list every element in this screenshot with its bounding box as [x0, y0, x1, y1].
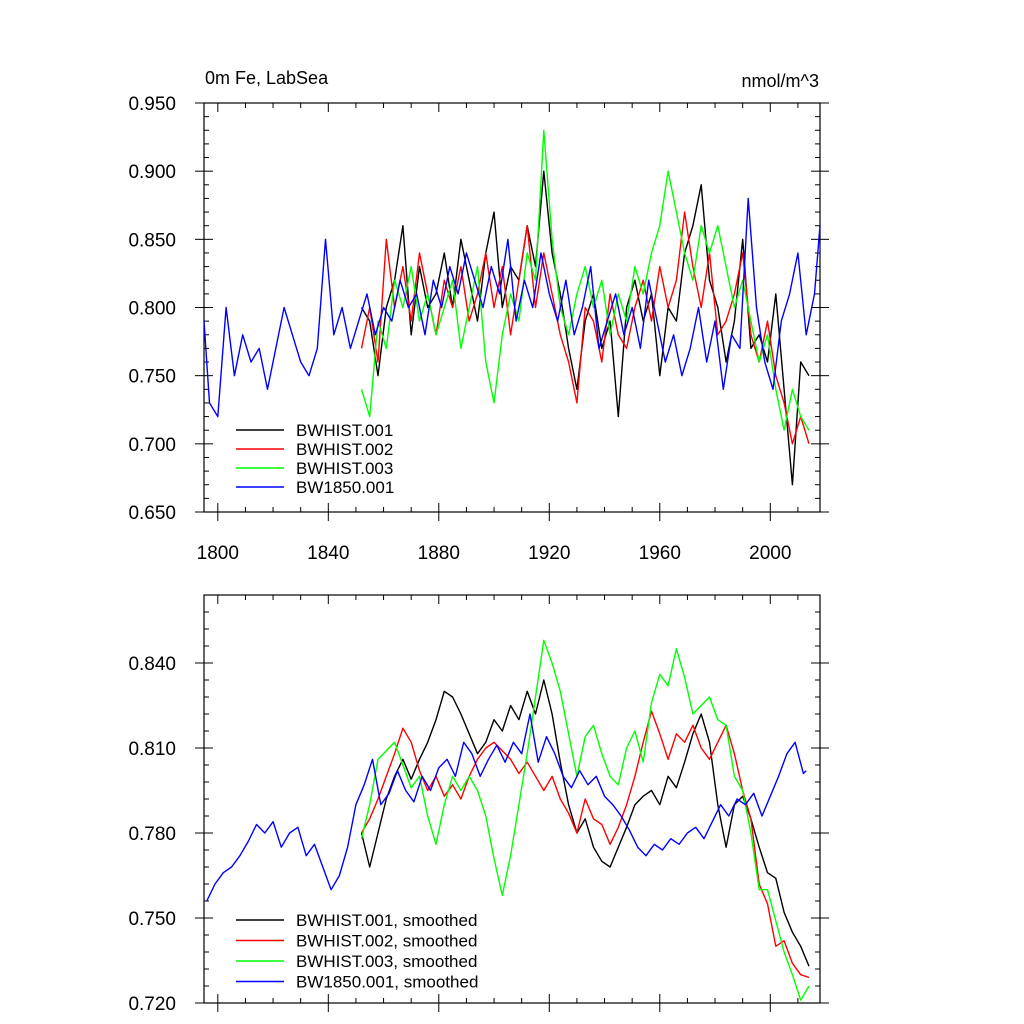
chart-title: 0m Fe, LabSea	[205, 68, 329, 88]
legend-label: BWHIST.001	[296, 421, 393, 440]
series-line-bwhist-003	[360, 129, 810, 431]
legend-label: BWHIST.003	[296, 459, 393, 478]
y-tick-label: 0.750	[128, 367, 176, 388]
x-tick-label: 1880	[418, 543, 460, 564]
y-tick-label: 0.950	[128, 94, 176, 115]
units-label: nmol/m^3	[742, 71, 819, 91]
legend-label: BWHIST.002	[296, 440, 393, 459]
x-tick-label: 1800	[197, 543, 239, 564]
series-line-bw1850-001	[203, 197, 821, 418]
legend-label: BW1850.001, smoothed	[296, 973, 478, 992]
y-tick-label: 0.650	[128, 503, 176, 524]
y-tick-label: 0.840	[128, 654, 176, 675]
legend-label: BW1850.001	[296, 478, 394, 497]
y-tick-label: 0.800	[128, 299, 176, 320]
y-tick-label: 0.750	[128, 909, 176, 930]
y-tick-label: 0.900	[128, 162, 176, 183]
y-tick-label: 0.780	[128, 824, 176, 845]
x-tick-label: 2000	[749, 543, 791, 564]
y-tick-label: 0.720	[128, 994, 176, 1015]
legend-label: BWHIST.002, smoothed	[296, 932, 477, 951]
bottom-panel-smoothed-series: 0.720 0.750 0.780 0.810 0.840 BWHIST.001, smo…	[128, 594, 829, 1015]
x-tick-label: 1840	[307, 543, 349, 564]
series-line-bw1850-001-smoothed	[206, 713, 807, 902]
x-tick-label: 1920	[528, 543, 570, 564]
y-tick-label: 0.700	[128, 435, 176, 456]
legend-label: BWHIST.001, smoothed	[296, 911, 477, 930]
y-tick-label: 0.810	[128, 739, 176, 760]
x-tick-label: 1960	[639, 543, 681, 564]
y-tick-label: 0.850	[128, 230, 176, 251]
legend-label: BWHIST.003, smoothed	[296, 952, 477, 971]
top-panel-raw-series: 1800 1840 1880 1920 1960 2000 0.650 0.700 0.750 0…	[128, 94, 829, 564]
series-line-bwhist-001	[360, 170, 810, 486]
series-line-bwhist-003-smoothed	[360, 639, 810, 1001]
